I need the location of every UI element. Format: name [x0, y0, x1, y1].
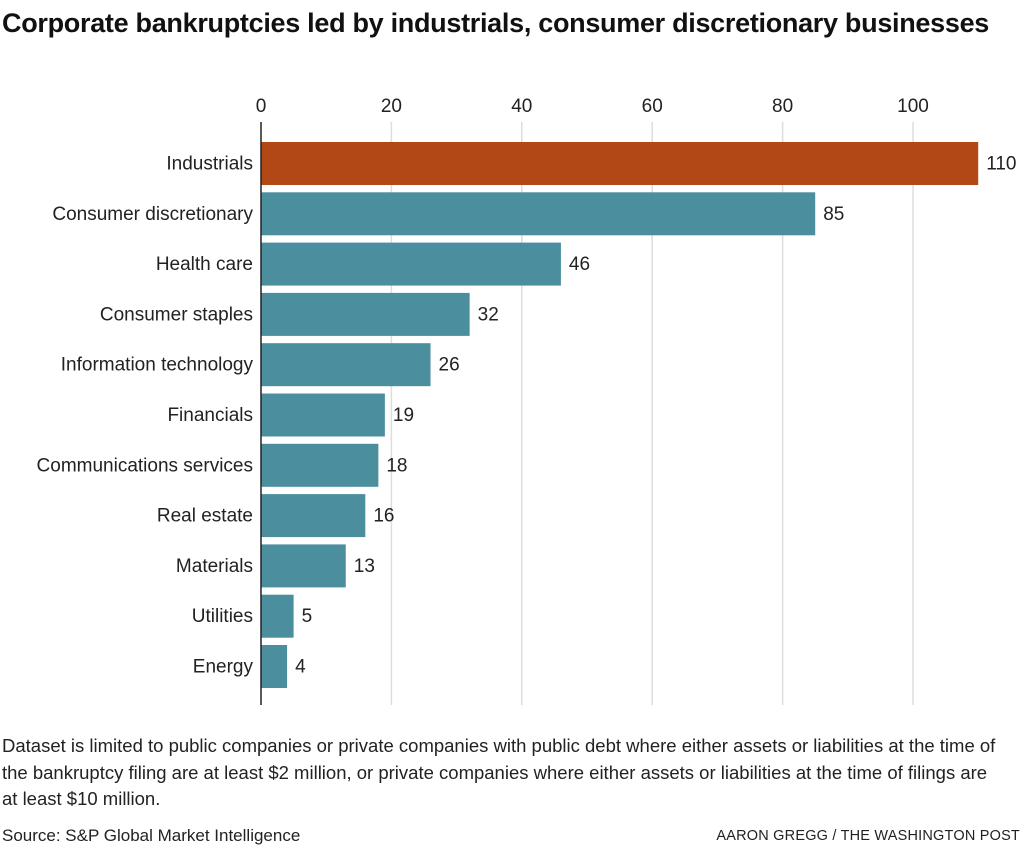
x-tick-label: 40	[511, 96, 532, 117]
value-label: 19	[393, 405, 414, 426]
value-label: 110	[986, 154, 1016, 175]
value-label: 18	[386, 455, 407, 476]
x-tick-label: 20	[381, 96, 402, 117]
value-label: 13	[354, 556, 375, 577]
category-label: Health care	[156, 254, 253, 275]
value-labels: 110 85 46 32 26 19 18 16 13 5 4	[295, 154, 1016, 678]
value-label: 26	[439, 355, 460, 376]
value-label: 85	[823, 204, 844, 225]
bar	[261, 343, 431, 387]
x-axis-ticks: 0 20 40 60 80 100	[256, 96, 929, 117]
value-label: 16	[373, 506, 394, 527]
x-tick-label: 0	[256, 96, 267, 117]
bar-chart: 0 20 40 60 80 100 Industrials Consumer discret…	[37, 96, 1016, 705]
category-label: Materials	[176, 556, 253, 577]
bar	[261, 192, 816, 236]
category-label: Energy	[193, 657, 254, 678]
credit-text: AARON GREGG / THE WASHINGTON POST	[716, 828, 1020, 844]
bar	[261, 544, 346, 588]
bar	[261, 443, 379, 487]
x-tick-label: 80	[772, 96, 793, 117]
bar	[261, 142, 979, 185]
footnote: Dataset is limited to public companies o…	[2, 735, 996, 809]
value-label: 32	[478, 304, 499, 325]
category-label: Utilities	[192, 606, 253, 627]
category-label: Industrials	[166, 154, 253, 175]
bar	[261, 393, 385, 437]
category-label: Consumer discretionary	[52, 204, 253, 225]
bar	[261, 645, 288, 688]
category-label: Financials	[167, 405, 253, 426]
bar	[261, 292, 470, 336]
bar	[261, 594, 294, 638]
category-label: Communications services	[37, 455, 253, 476]
x-tick-label: 60	[642, 96, 663, 117]
category-label: Information technology	[61, 355, 254, 376]
category-label: Consumer staples	[100, 304, 253, 325]
bar	[261, 494, 366, 538]
value-label: 5	[302, 606, 313, 627]
category-labels: Industrials Consumer discretionary Health …	[37, 154, 254, 678]
bars	[261, 142, 979, 688]
x-tick-label: 100	[897, 96, 929, 117]
bar	[261, 242, 561, 286]
source-text: Source: S&P Global Market Intelligence	[2, 826, 301, 845]
value-label: 46	[569, 254, 590, 275]
chart-title: Corporate bankruptcies led by industrial…	[2, 8, 990, 38]
category-label: Real estate	[157, 506, 253, 527]
value-label: 4	[295, 657, 306, 678]
